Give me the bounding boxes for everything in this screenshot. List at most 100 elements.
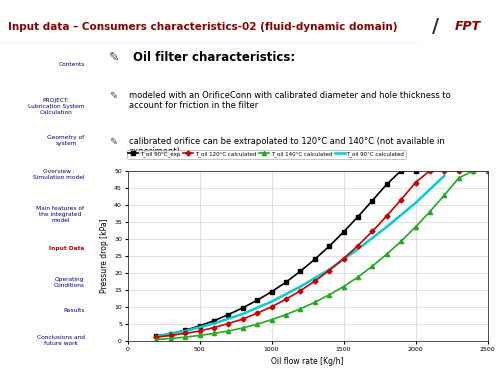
T_oil 140°C calculated [154,337,160,342]
Text: modeled with an OrificeConn with calibrated diameter and hole thickness to
accou: modeled with an OrificeConn with calibra… [129,91,450,110]
T_oil 90°C_exp [340,230,346,234]
T_oil 140°C calculated [470,168,476,173]
T_oil 90°C calculated [240,312,246,316]
T_oil 120°C calculated [211,326,217,330]
T_oil 120°C calculated [298,288,304,293]
Legend: T_oil 90°C_exp, T_oil 120°C calculated, T_oil 140°C calculated, T_oil 90°C calcu: T_oil 90°C_exp, T_oil 120°C calculated, … [126,150,406,159]
T_oil 120°C calculated [442,168,448,173]
T_oil 90°C calculated [211,321,217,326]
T_oil 90°C_exp [283,280,289,285]
T_oil 90°C calculated [182,329,188,333]
Text: Oil filter characteristics:: Oil filter characteristics: [133,51,295,64]
T_oil 120°C calculated [355,243,361,248]
T_oil 90°C_exp [268,290,274,294]
T_oil 120°C calculated [182,331,188,336]
Text: Conclusions and
future work: Conclusions and future work [36,335,84,346]
T_oil 140°C calculated [268,318,274,322]
Text: Input Data: Input Data [49,246,84,251]
T_oil 120°C calculated [283,297,289,302]
T_oil 140°C calculated [326,292,332,297]
T_oil 90°C_exp [168,332,173,336]
T_oil 140°C calculated [254,322,260,326]
T_oil 90°C calculated [427,187,433,192]
T_oil 140°C calculated [283,312,289,317]
Text: Frankfurt - October 2010, 25th: Frankfurt - October 2010, 25th [10,358,148,368]
T_oil 90°C_exp [370,198,376,203]
T_oil 140°C calculated [384,252,390,257]
T_oil 90°C_exp [226,312,232,317]
T_oil 120°C calculated [254,311,260,315]
Text: ✎: ✎ [108,91,117,101]
T_oil 90°C_exp [254,298,260,303]
T_oil 140°C calculated [211,331,217,336]
T_oil 120°C calculated [154,335,160,339]
Text: Operating
Conditions: Operating Conditions [54,277,84,288]
T_oil 120°C calculated [484,168,490,173]
T_oil 90°C_exp [384,182,390,186]
T_oil 120°C calculated [226,321,232,326]
Line: T_oil 140°C calculated: T_oil 140°C calculated [154,168,490,342]
T_oil 140°C calculated [196,333,202,338]
T_oil 120°C calculated [470,168,476,173]
X-axis label: Oil flow rate [Kg/h]: Oil flow rate [Kg/h] [271,357,344,366]
T_oil 90°C_exp [240,306,246,310]
T_oil 120°C calculated [240,317,246,321]
T_oil 90°C_exp [312,257,318,262]
Text: ✎: ✎ [108,51,119,64]
T_oil 90°C calculated [154,334,160,338]
T_oil 90°C_exp [398,168,404,173]
T_oil 120°C calculated [168,333,173,338]
T_oil 90°C_exp [182,328,188,333]
T_oil 140°C calculated [370,264,376,268]
Text: Geometry of
system: Geometry of system [48,135,84,146]
T_oil 140°C calculated [484,168,490,173]
T_oil 140°C calculated [456,176,462,180]
Text: /: / [432,17,440,36]
Text: FPT: FPT [455,20,481,33]
T_oil 140°C calculated [168,336,173,341]
T_oil 140°C calculated [340,284,346,289]
Text: Input data – Consumers characteristics-02 (fluid-dynamic domain): Input data – Consumers characteristics-0… [8,22,398,32]
Text: Main features of
the integrated
model: Main features of the integrated model [36,206,84,223]
T_oil 140°C calculated [427,209,433,214]
T_oil 140°C calculated [298,307,304,311]
T_oil 120°C calculated [456,168,462,173]
T_oil 90°C_exp [355,214,361,219]
Text: Overview :
Simulation model: Overview : Simulation model [33,169,84,180]
T_oil 140°C calculated [312,300,318,304]
T_oil 140°C calculated [412,225,418,229]
Text: 12: 12 [472,358,485,368]
T_oil 120°C calculated [268,304,274,309]
T_oil 120°C calculated [427,168,433,173]
T_oil 90°C calculated [412,201,418,205]
T_oil 140°C calculated [182,335,188,339]
T_oil 140°C calculated [398,239,404,243]
T_oil 120°C calculated [326,268,332,273]
Text: calibrated orifice can be extrapolated to 120°C and 140°C (not available in
expe: calibrated orifice can be extrapolated t… [129,137,444,156]
Text: PROJECT:
Lubrication System
Calculation: PROJECT: Lubrication System Calculation [28,99,84,115]
T_oil 90°C calculated [355,247,361,251]
T_oil 90°C calculated [326,267,332,272]
T_oil 120°C calculated [398,197,404,202]
T_oil 90°C_exp [412,168,418,173]
Line: T_oil 120°C calculated: T_oil 120°C calculated [154,169,489,339]
T_oil 90°C calculated [384,225,390,229]
T_oil 120°C calculated [370,229,376,234]
T_oil 90°C_exp [326,244,332,249]
T_oil 120°C calculated [196,329,202,333]
T_oil 140°C calculated [240,326,246,330]
T_oil 90°C calculated [298,284,304,289]
T_oil 140°C calculated [442,193,448,198]
T_oil 120°C calculated [312,279,318,284]
T_oil 90°C_exp [196,324,202,328]
Text: ✎: ✎ [108,137,117,147]
T_oil 140°C calculated [355,275,361,279]
Text: Results: Results [63,308,84,313]
Y-axis label: Pressure drop [kPa]: Pressure drop [kPa] [100,219,108,293]
T_oil 120°C calculated [340,256,346,261]
Text: Contents: Contents [58,62,84,67]
T_oil 90°C calculated [442,174,448,178]
T_oil 120°C calculated [412,180,418,185]
T_oil 90°C calculated [268,299,274,304]
Line: T_oil 90°C_exp: T_oil 90°C_exp [154,168,417,338]
